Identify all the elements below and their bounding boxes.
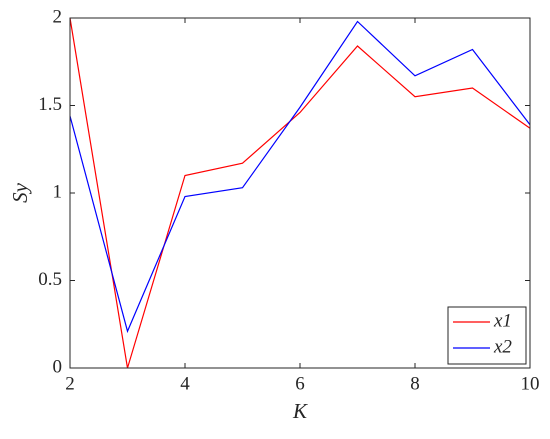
x-axis-label: K xyxy=(292,399,308,423)
y-axis-label: Sy xyxy=(8,182,32,203)
x-tick-label: 4 xyxy=(180,373,190,394)
x-tick-label: 2 xyxy=(65,373,75,394)
legend-label: x1 xyxy=(493,310,512,331)
x-tick-label: 8 xyxy=(410,373,420,394)
y-tick-label: 1 xyxy=(53,181,63,202)
x-tick-label: 6 xyxy=(295,373,305,394)
legend-label: x2 xyxy=(493,336,512,357)
y-tick-label: 0.5 xyxy=(38,269,62,290)
x-tick-label: 10 xyxy=(521,373,540,394)
line-series xyxy=(69,20,531,334)
y-tick-label: 2 xyxy=(53,6,63,27)
y-tick-label: 1.5 xyxy=(38,94,62,115)
y-tick-label: 0 xyxy=(53,356,63,377)
legend-box xyxy=(447,306,527,365)
line-series xyxy=(69,17,531,369)
